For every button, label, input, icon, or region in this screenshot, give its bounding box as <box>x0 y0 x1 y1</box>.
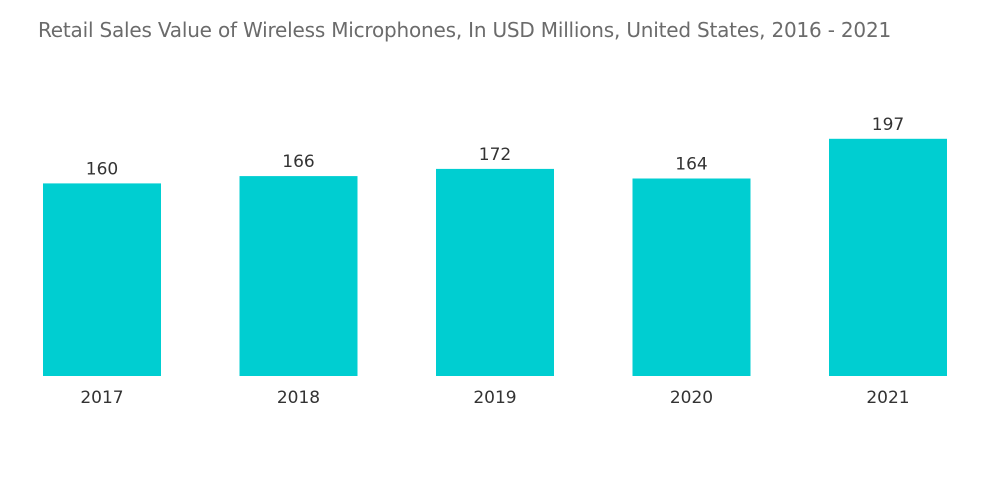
bar-2020 <box>632 178 751 376</box>
data-label-2019: 172 <box>479 145 511 165</box>
data-label-2021: 197 <box>872 115 904 135</box>
bar-2018 <box>239 176 358 376</box>
x-tick-label-2021: 2021 <box>866 388 909 408</box>
chart-title: Retail Sales Value of Wireless Microphon… <box>38 18 891 42</box>
data-label-2017: 160 <box>86 159 118 179</box>
data-label-2020: 164 <box>675 155 707 175</box>
x-tick-label-2020: 2020 <box>670 388 713 408</box>
bar-2017 <box>43 183 161 376</box>
data-labels-group: 160 166 172 164 197 <box>86 115 904 180</box>
data-label-2018: 166 <box>282 152 314 172</box>
bar-2021 <box>829 138 947 376</box>
x-tick-label-2017: 2017 <box>80 388 123 408</box>
x-axis-ticks: 2017 2018 2019 2020 2021 <box>80 388 909 408</box>
x-tick-label-2019: 2019 <box>473 388 516 408</box>
x-tick-label-2018: 2018 <box>277 388 320 408</box>
bar-2019 <box>436 168 554 376</box>
bars-group <box>43 138 947 376</box>
